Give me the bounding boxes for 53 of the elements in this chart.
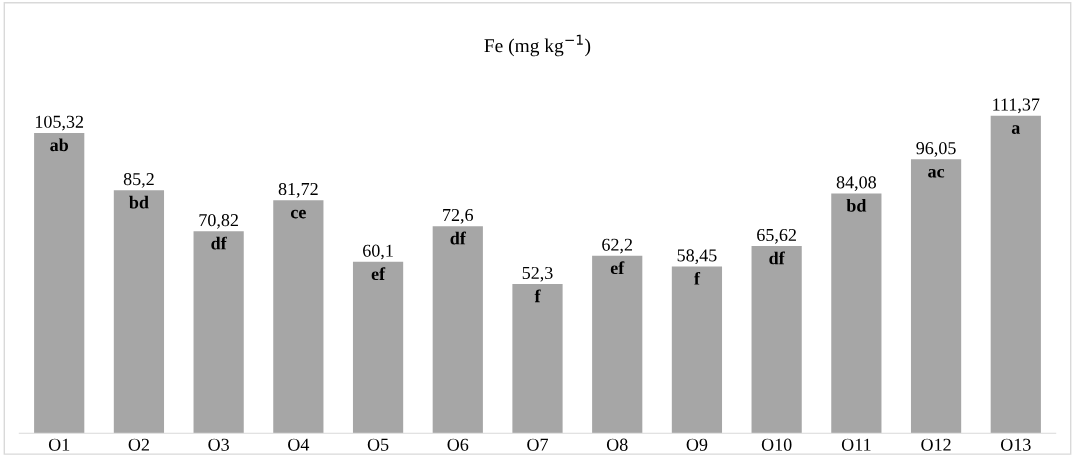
x-tick-label: O8 <box>606 438 628 451</box>
data-label: 58,45 <box>677 249 717 265</box>
bar <box>273 200 324 434</box>
data-label: 105,32 <box>35 115 84 131</box>
data-label: 85,2 <box>123 173 154 188</box>
x-tick-label: O4 <box>288 438 310 451</box>
x-tick-label: O3 <box>208 438 229 451</box>
annotation: df <box>211 236 227 250</box>
bar <box>34 132 85 434</box>
x-tick-label: O5 <box>367 438 389 451</box>
annotation: ce <box>290 209 306 219</box>
bar <box>352 261 404 434</box>
bar <box>512 284 563 434</box>
x-tick-label: O12 <box>921 438 951 451</box>
annotation: df <box>769 251 785 265</box>
bar <box>113 190 165 434</box>
annotation: ac <box>928 168 945 178</box>
data-label: 60,1 <box>363 244 393 260</box>
x-tick-label: O13 <box>1000 438 1031 451</box>
x-tick-label: O7 <box>527 438 549 451</box>
x-tick-label: O11 <box>841 438 871 451</box>
bar <box>193 231 244 434</box>
annotation: ab <box>50 138 69 152</box>
annotation: df <box>450 231 466 245</box>
annotation: ef <box>610 261 625 275</box>
bar <box>671 266 723 434</box>
bar <box>751 246 802 434</box>
data-label: 52,3 <box>522 266 553 282</box>
x-tick-label: O10 <box>761 438 792 451</box>
data-label: 72,6 <box>443 208 474 224</box>
data-label: 65,62 <box>757 228 796 244</box>
annotation: a <box>1011 125 1021 134</box>
bar <box>831 193 882 434</box>
data-label: 62,2 <box>602 238 633 254</box>
bar <box>990 115 1041 434</box>
bar <box>910 159 962 434</box>
chart-title: Fe (mg kg$^{−1}$) <box>484 34 591 57</box>
annotation: bd <box>129 195 149 209</box>
data-label: 70,82 <box>199 214 238 229</box>
annotation: ef <box>371 267 386 281</box>
bar <box>432 226 483 434</box>
x-tick-label: O2 <box>128 438 149 451</box>
annotation: f <box>694 271 701 285</box>
data-label: 84,08 <box>836 176 876 191</box>
data-label: 111,37 <box>993 98 1040 114</box>
x-tick-label: O1 <box>48 438 70 451</box>
bar <box>592 255 643 434</box>
data-label: 81,72 <box>278 182 318 198</box>
annotation: f <box>534 289 541 303</box>
annotation: bd <box>846 199 867 212</box>
x-tick-label: O6 <box>447 438 469 451</box>
data-label: 96,05 <box>916 142 956 157</box>
x-tick-label: O9 <box>686 438 708 451</box>
